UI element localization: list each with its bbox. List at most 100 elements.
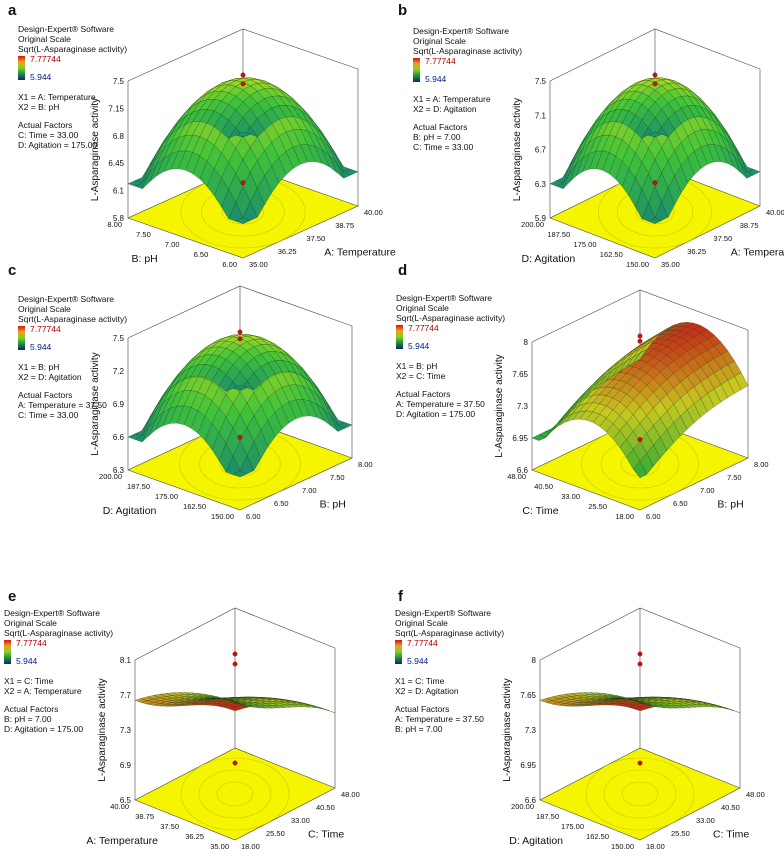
- right-axis-tick: 48.00: [341, 790, 360, 799]
- colorbar-low-value: 5.944: [30, 342, 52, 352]
- left-axis-label: D: Agitation: [103, 505, 157, 517]
- scale-label: Original Scale: [413, 36, 466, 46]
- left-axis-tick: 40.00: [110, 802, 129, 811]
- left-axis-tick: 187.50: [547, 230, 570, 239]
- actual-factor-2: D: Agitation = 175.00: [18, 140, 98, 150]
- left-axis-tick: 7.00: [165, 240, 180, 249]
- factor-x1: X1 = A: Temperature: [413, 94, 491, 104]
- floor-contour: [216, 781, 254, 807]
- right-axis-tick: 36.25: [687, 247, 706, 256]
- right-axis-tick: 36.25: [278, 247, 297, 256]
- colorbar-low-value: 5.944: [30, 72, 52, 82]
- design-point: [637, 338, 643, 344]
- design-point: [652, 180, 658, 186]
- left-axis-tick: 150.00: [611, 842, 634, 851]
- design-point: [637, 661, 643, 667]
- right-axis-label: B: pH: [717, 498, 743, 510]
- right-axis-tick: 37.50: [714, 234, 733, 243]
- scale-label: Original Scale: [4, 618, 57, 628]
- frame-top: [549, 28, 761, 82]
- right-axis-label: A: Temperature: [324, 246, 396, 258]
- right-axis-tick: 37.50: [307, 234, 326, 243]
- right-axis-tick: 6.50: [274, 499, 289, 508]
- actual-factors-title: Actual Factors: [395, 704, 450, 714]
- right-axis-tick: 38.75: [335, 221, 354, 230]
- software-name: Design-Expert® Software: [18, 294, 115, 304]
- right-axis-tick: 33.00: [291, 816, 310, 825]
- actual-factors-title: Actual Factors: [18, 120, 73, 130]
- design-point: [232, 661, 238, 667]
- right-axis-tick: 7.50: [727, 473, 742, 482]
- z-axis-label: L-Asparaginase activity: [97, 678, 108, 781]
- panel-letter: e: [8, 588, 17, 605]
- actual-factor-2: B: pH = 7.00: [395, 724, 443, 734]
- right-axis-tick: 6.00: [246, 512, 261, 521]
- actual-factor-1: C: Time = 33.00: [18, 130, 79, 140]
- colorbar-high-value: 7.77744: [425, 56, 456, 66]
- right-axis-tick: 40.00: [766, 208, 784, 217]
- left-axis-tick: 175.00: [574, 240, 597, 249]
- floor-contour: [621, 781, 659, 807]
- factor-x1: X1 = B: pH: [396, 361, 438, 371]
- design-point: [232, 760, 238, 766]
- floor-contour: [198, 769, 272, 819]
- colorbar: [18, 56, 25, 80]
- z-tick-label: 8.1: [120, 656, 132, 665]
- right-axis-label: B: pH: [320, 498, 346, 510]
- colorbar-low-value: 5.944: [408, 341, 430, 351]
- right-axis-tick: 7.00: [700, 486, 715, 495]
- z-tick-label: 5.8: [113, 214, 125, 223]
- colorbar-low-value: 5.944: [425, 74, 447, 84]
- colorbar-low-value: 5.944: [407, 656, 429, 666]
- right-axis-tick: 8.00: [754, 460, 769, 469]
- left-axis-tick: 162.50: [600, 250, 623, 259]
- design-point: [652, 81, 658, 87]
- actual-factor-1: B: pH = 7.00: [413, 132, 461, 142]
- z-tick-label: 7.65: [512, 370, 528, 379]
- actual-factor-2: C: Time = 33.00: [413, 142, 474, 152]
- z-axis-label: L-Asparaginase activity: [90, 98, 101, 201]
- colorbar-high-value: 7.77744: [407, 638, 438, 648]
- right-axis-tick: 6.50: [673, 499, 688, 508]
- left-axis-label: B: pH: [131, 253, 157, 265]
- z-tick-label: 6.95: [512, 434, 528, 443]
- response-label: Sqrt(L-Asparaginase activity): [18, 44, 128, 54]
- right-axis-tick: 6.00: [646, 512, 661, 521]
- scale-label: Original Scale: [396, 303, 449, 313]
- z-tick-label: 6.45: [108, 159, 124, 168]
- left-axis-tick: 33.00: [561, 492, 580, 501]
- colorbar: [4, 640, 11, 664]
- right-axis-tick: 40.50: [721, 803, 740, 812]
- surface-chart: 6.3 6.6 6.9 7.2 7.5 L-Asparaginase activity 6.…: [90, 285, 373, 521]
- z-tick-label: 6.9: [113, 400, 125, 409]
- colorbar: [395, 640, 402, 664]
- panel-legend: Design-Expert® Software Original Scale Sqr…: [395, 608, 504, 734]
- colorbar: [396, 325, 403, 349]
- left-axis-tick: 175.00: [155, 492, 178, 501]
- panel-letter: c: [8, 262, 17, 279]
- response-label: Sqrt(L-Asparaginase activity): [4, 628, 114, 638]
- scale-label: Original Scale: [395, 618, 448, 628]
- left-axis-tick: 200.00: [521, 220, 544, 229]
- frame-top: [134, 607, 336, 661]
- floor-contour: [180, 757, 290, 831]
- left-axis-tick: 8.00: [107, 220, 122, 229]
- right-axis-tick: 25.50: [671, 829, 690, 838]
- left-axis-label: D: Agitation: [522, 253, 576, 265]
- scale-label: Original Scale: [18, 304, 71, 314]
- z-tick-label: 6.95: [520, 761, 536, 770]
- design-point: [652, 72, 658, 78]
- right-axis-tick: 48.00: [746, 790, 765, 799]
- left-axis-tick: 175.00: [561, 822, 584, 831]
- z-tick-label: 6.6: [517, 466, 529, 475]
- left-axis-tick: 150.00: [626, 260, 649, 269]
- panel-letter: d: [398, 262, 408, 279]
- software-name: Design-Expert® Software: [413, 26, 510, 36]
- response-label: Sqrt(L-Asparaginase activity): [396, 313, 506, 323]
- factor-x1: X1 = C: Time: [395, 676, 445, 686]
- right-axis-label: C: Time: [308, 828, 344, 840]
- right-axis-tick: 38.75: [740, 221, 759, 230]
- left-axis-tick: 40.50: [534, 482, 553, 491]
- frame-top: [539, 607, 741, 661]
